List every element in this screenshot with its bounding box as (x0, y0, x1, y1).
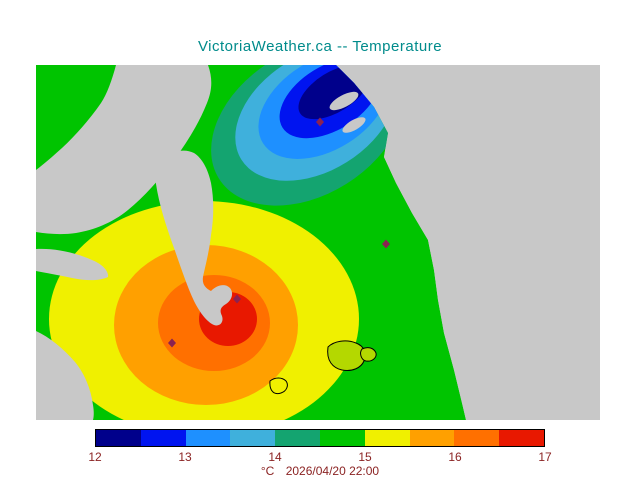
colorbar-segment (140, 430, 186, 446)
colorbar-tick-label: 17 (538, 450, 552, 464)
water-spit-west (36, 248, 109, 281)
colorbar-segment (230, 430, 276, 446)
water-channel-blob-lower (342, 117, 366, 133)
colorbar-tick-label: 12 (88, 450, 102, 464)
colorbar-tick-label: 16 (448, 450, 462, 464)
colorbar-tick-label: 14 (268, 450, 282, 464)
island-outline-east (360, 347, 377, 362)
station-marker-east (382, 239, 390, 249)
colorbar-segment (454, 430, 500, 446)
temperature-map (36, 65, 600, 420)
island-outline-large (327, 340, 366, 371)
island-outline-small (269, 377, 288, 395)
colorbar-ticks: 12 13 14 15 16 17 (88, 450, 551, 464)
water-channel-blob-upper (329, 91, 359, 111)
colorbar-segment (275, 430, 320, 446)
timestamp-label: 2026/04/20 22:00 (285, 464, 380, 478)
colorbar-segment (319, 430, 365, 446)
unit-label: °C (260, 464, 275, 478)
colorbar (95, 429, 545, 447)
station-marker-southwest (168, 338, 176, 348)
page-title: VictoriaWeather.ca -- Temperature (197, 38, 443, 55)
colorbar-segment (499, 430, 544, 446)
station-marker-center (233, 294, 241, 304)
station-markers (168, 117, 390, 348)
colorbar-segment (409, 430, 455, 446)
water-inlet-arm (155, 150, 233, 326)
water-corner-southwest (36, 331, 94, 420)
island-outline-group (269, 340, 377, 395)
colorbar-segment (185, 430, 231, 446)
colorbar-tick-label: 15 (358, 450, 372, 464)
colorbar-caption: °C 2026/04/20 22:00 (95, 464, 545, 478)
colorbar-segment (96, 430, 141, 446)
colorbar-tick-label: 13 (178, 450, 192, 464)
station-marker-north (316, 117, 324, 127)
colorbar-segment (364, 430, 410, 446)
water-channel-northwest (36, 65, 212, 235)
